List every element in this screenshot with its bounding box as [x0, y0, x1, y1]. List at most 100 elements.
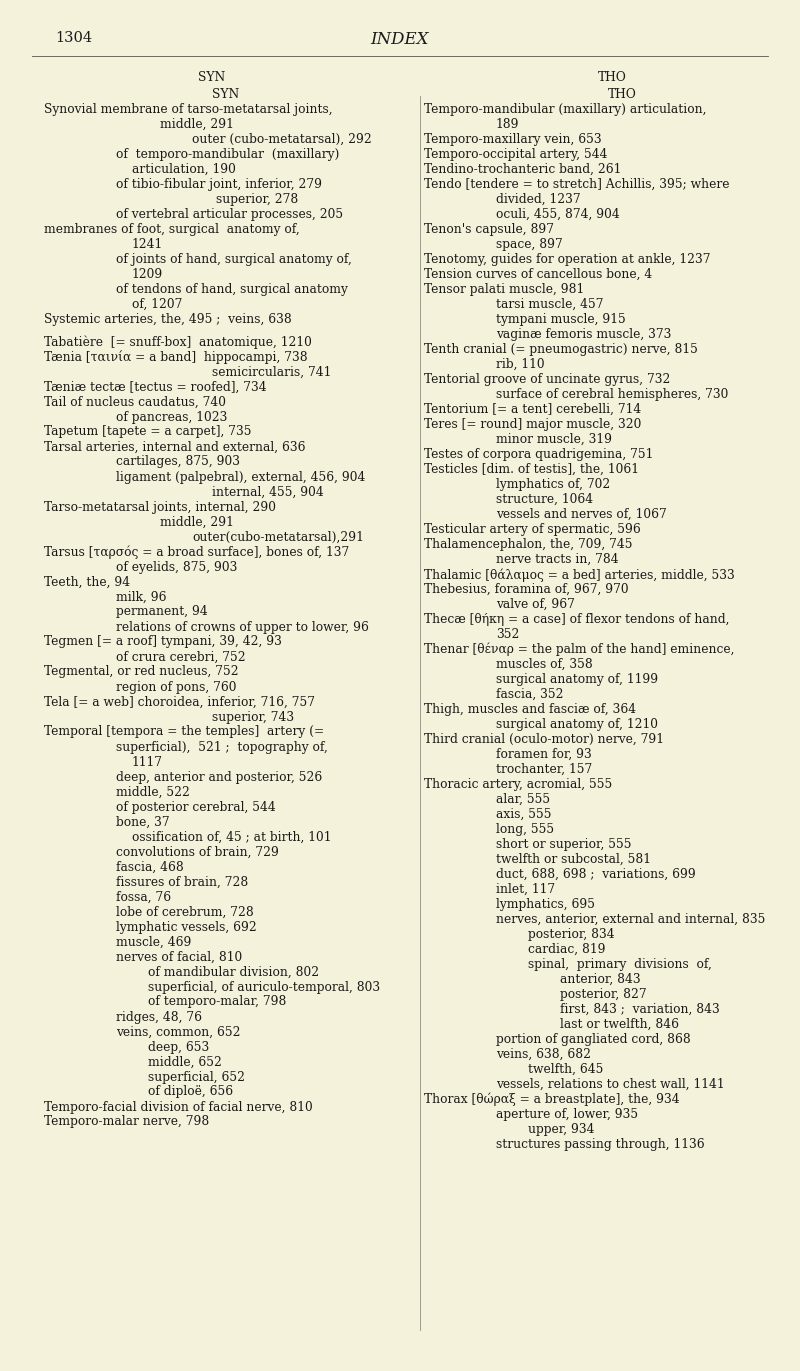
Text: Temporo-occipital artery, 544: Temporo-occipital artery, 544 [424, 148, 607, 160]
Text: outer (cubo-metatarsal), 292: outer (cubo-metatarsal), 292 [192, 133, 372, 145]
Text: vessels and nerves of, 1067: vessels and nerves of, 1067 [496, 509, 666, 521]
Text: Tail of nucleus caudatus, 740: Tail of nucleus caudatus, 740 [44, 395, 226, 409]
Text: permanent, 94: permanent, 94 [116, 606, 208, 618]
Text: minor muscle, 319: minor muscle, 319 [496, 433, 612, 446]
Text: lobe of cerebrum, 728: lobe of cerebrum, 728 [116, 905, 254, 919]
Text: Tela [= a web] choroidea, inferior, 716, 757: Tela [= a web] choroidea, inferior, 716,… [44, 695, 315, 709]
Text: SYN: SYN [212, 88, 239, 101]
Text: surface of cerebral hemispheres, 730: surface of cerebral hemispheres, 730 [496, 388, 728, 400]
Text: THO: THO [598, 71, 626, 84]
Text: semicircularis, 741: semicircularis, 741 [212, 366, 331, 378]
Text: anterior, 843: anterior, 843 [560, 973, 641, 986]
Text: Tegmen [= a roof] tympani, 39, 42, 93: Tegmen [= a roof] tympani, 39, 42, 93 [44, 636, 282, 648]
Text: Systemic arteries, the, 495 ;  veins, 638: Systemic arteries, the, 495 ; veins, 638 [44, 313, 292, 326]
Text: Tenth cranial (= pneumogastric) nerve, 815: Tenth cranial (= pneumogastric) nerve, 8… [424, 343, 698, 356]
Text: superior, 743: superior, 743 [212, 710, 294, 724]
Text: Tabatière  [= snuff-box]  anatomique, 1210: Tabatière [= snuff-box] anatomique, 1210 [44, 336, 312, 350]
Text: relations of crowns of upper to lower, 96: relations of crowns of upper to lower, 9… [116, 621, 369, 633]
Text: posterior, 834: posterior, 834 [528, 928, 614, 941]
Text: space, 897: space, 897 [496, 239, 562, 251]
Text: bone, 37: bone, 37 [116, 816, 170, 828]
Text: Tænia [ταινία = a band]  hippocampi, 738: Tænia [ταινία = a band] hippocampi, 738 [44, 351, 308, 365]
Text: Tensor palati muscle, 981: Tensor palati muscle, 981 [424, 282, 584, 296]
Text: structures passing through, 1136: structures passing through, 1136 [496, 1138, 705, 1152]
Text: vaginæ femoris muscle, 373: vaginæ femoris muscle, 373 [496, 328, 671, 341]
Text: Tension curves of cancellous bone, 4: Tension curves of cancellous bone, 4 [424, 267, 652, 281]
Text: of tendons of hand, surgical anatomy: of tendons of hand, surgical anatomy [116, 282, 348, 296]
Text: axis, 555: axis, 555 [496, 808, 551, 821]
Text: Temporo-facial division of facial nerve, 810: Temporo-facial division of facial nerve,… [44, 1101, 313, 1113]
Text: cardiac, 819: cardiac, 819 [528, 943, 606, 956]
Text: surgical anatomy of, 1199: surgical anatomy of, 1199 [496, 673, 658, 686]
Text: Testicles [dim. of testis], the, 1061: Testicles [dim. of testis], the, 1061 [424, 463, 639, 476]
Text: Teres [= round] major muscle, 320: Teres [= round] major muscle, 320 [424, 418, 642, 430]
Text: Temporo-malar nerve, 798: Temporo-malar nerve, 798 [44, 1116, 210, 1128]
Text: muscles of, 358: muscles of, 358 [496, 658, 593, 670]
Text: convolutions of brain, 729: convolutions of brain, 729 [116, 846, 279, 858]
Text: vessels, relations to chest wall, 1141: vessels, relations to chest wall, 1141 [496, 1078, 725, 1091]
Text: foramen for, 93: foramen for, 93 [496, 749, 592, 761]
Text: Thorax [θώραξ = a breastplate], the, 934: Thorax [θώραξ = a breastplate], the, 934 [424, 1093, 680, 1106]
Text: Tentorium [= a tent] cerebelli, 714: Tentorium [= a tent] cerebelli, 714 [424, 403, 642, 415]
Text: long, 555: long, 555 [496, 823, 554, 836]
Text: ligament (palpebral), external, 456, 904: ligament (palpebral), external, 456, 904 [116, 470, 366, 484]
Text: structure, 1064: structure, 1064 [496, 494, 593, 506]
Text: Thecæ [θήκη = a case] of flexor tendons of hand,: Thecæ [θήκη = a case] of flexor tendons … [424, 613, 730, 627]
Text: deep, 653: deep, 653 [148, 1041, 210, 1053]
Text: Teeth, the, 94: Teeth, the, 94 [44, 576, 130, 588]
Text: Thenar [θέναρ = the palm of the hand] eminence,: Thenar [θέναρ = the palm of the hand] em… [424, 643, 734, 657]
Text: 1209: 1209 [132, 267, 163, 281]
Text: spinal,  primary  divisions  of,: spinal, primary divisions of, [528, 958, 712, 971]
Text: last or twelfth, 846: last or twelfth, 846 [560, 1019, 679, 1031]
Text: fissures of brain, 728: fissures of brain, 728 [116, 876, 248, 888]
Text: upper, 934: upper, 934 [528, 1123, 594, 1137]
Text: fascia, 468: fascia, 468 [116, 861, 184, 873]
Text: Tæniæ tectæ [tectus = roofed], 734: Tæniæ tectæ [tectus = roofed], 734 [44, 381, 266, 393]
Text: superficial, 652: superficial, 652 [148, 1071, 245, 1083]
Text: portion of gangliated cord, 868: portion of gangliated cord, 868 [496, 1032, 690, 1046]
Text: twelfth, 645: twelfth, 645 [528, 1063, 603, 1076]
Text: of vertebral articular processes, 205: of vertebral articular processes, 205 [116, 208, 343, 221]
Text: divided, 1237: divided, 1237 [496, 193, 581, 206]
Text: SYN: SYN [198, 71, 226, 84]
Text: short or superior, 555: short or superior, 555 [496, 838, 631, 851]
Text: deep, anterior and posterior, 526: deep, anterior and posterior, 526 [116, 771, 322, 783]
Text: Tentorial groove of uncinate gyrus, 732: Tentorial groove of uncinate gyrus, 732 [424, 373, 670, 387]
Text: of temporo-malar, 798: of temporo-malar, 798 [148, 995, 286, 1009]
Text: of pancreas, 1023: of pancreas, 1023 [116, 410, 227, 424]
Text: of  temporo-mandibular  (maxillary): of temporo-mandibular (maxillary) [116, 148, 339, 160]
Text: middle, 652: middle, 652 [148, 1056, 222, 1068]
Text: INDEX: INDEX [370, 32, 430, 48]
Text: Temporo-maxillary vein, 653: Temporo-maxillary vein, 653 [424, 133, 602, 145]
Text: cartilages, 875, 903: cartilages, 875, 903 [116, 455, 240, 469]
Text: oculi, 455, 874, 904: oculi, 455, 874, 904 [496, 208, 620, 221]
Text: rib, 110: rib, 110 [496, 358, 545, 372]
Text: of posterior cerebral, 544: of posterior cerebral, 544 [116, 801, 276, 813]
Text: Thoracic artery, acromial, 555: Thoracic artery, acromial, 555 [424, 777, 612, 791]
Text: of, 1207: of, 1207 [132, 298, 182, 311]
Text: 1304: 1304 [55, 32, 92, 45]
Text: of crura cerebri, 752: of crura cerebri, 752 [116, 650, 246, 664]
Text: lymphatics of, 702: lymphatics of, 702 [496, 478, 610, 491]
Text: lymphatic vessels, 692: lymphatic vessels, 692 [116, 920, 257, 934]
Text: Third cranial (oculo-motor) nerve, 791: Third cranial (oculo-motor) nerve, 791 [424, 733, 664, 746]
Text: veins, common, 652: veins, common, 652 [116, 1026, 241, 1038]
Text: superficial, of auriculo-temporal, 803: superficial, of auriculo-temporal, 803 [148, 980, 380, 994]
Text: Temporo-mandibular (maxillary) articulation,: Temporo-mandibular (maxillary) articulat… [424, 103, 706, 117]
Text: first, 843 ;  variation, 843: first, 843 ; variation, 843 [560, 1004, 720, 1016]
Text: nerves, anterior, external and internal, 835: nerves, anterior, external and internal,… [496, 913, 766, 925]
Text: THO: THO [608, 88, 637, 101]
Text: of tibio-fibular joint, inferior, 279: of tibio-fibular joint, inferior, 279 [116, 178, 322, 191]
Text: Testes of corpora quadrigemina, 751: Testes of corpora quadrigemina, 751 [424, 448, 654, 461]
Text: muscle, 469: muscle, 469 [116, 935, 191, 949]
Text: articulation, 190: articulation, 190 [132, 163, 236, 175]
Text: nerve tracts in, 784: nerve tracts in, 784 [496, 553, 618, 566]
Text: internal, 455, 904: internal, 455, 904 [212, 485, 324, 499]
Text: tympani muscle, 915: tympani muscle, 915 [496, 313, 626, 326]
Text: 1117: 1117 [132, 755, 163, 769]
Text: of mandibular division, 802: of mandibular division, 802 [148, 965, 319, 979]
Text: Tendino-trochanteric band, 261: Tendino-trochanteric band, 261 [424, 163, 622, 175]
Text: duct, 688, 698 ;  variations, 699: duct, 688, 698 ; variations, 699 [496, 868, 696, 882]
Text: of joints of hand, surgical anatomy of,: of joints of hand, surgical anatomy of, [116, 254, 352, 266]
Text: 352: 352 [496, 628, 519, 642]
